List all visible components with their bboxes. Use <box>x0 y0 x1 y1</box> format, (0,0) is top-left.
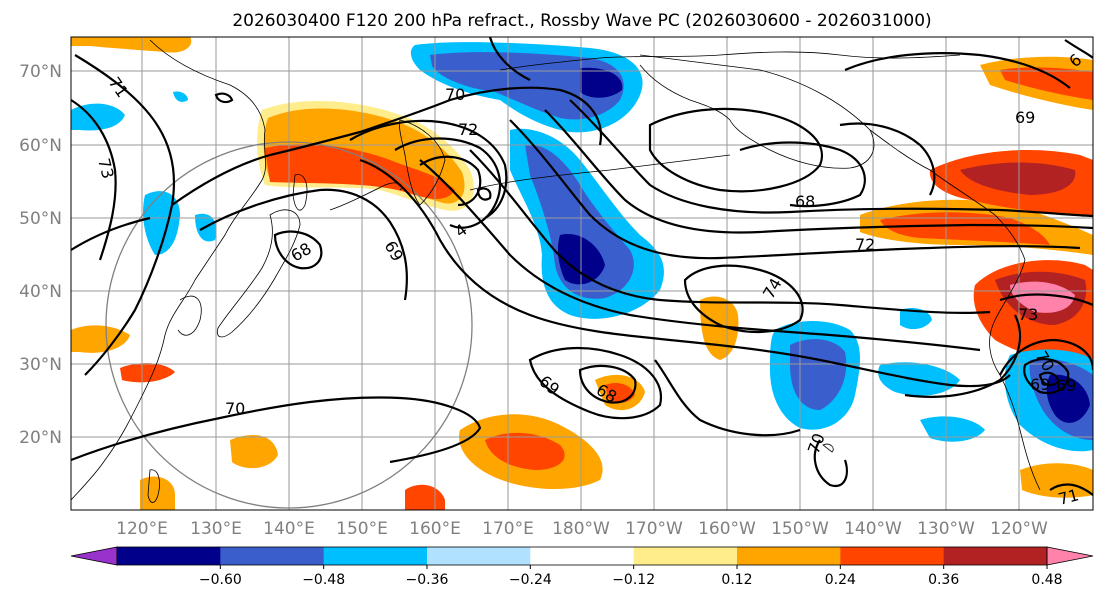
colorbar-segment <box>737 547 841 565</box>
contour-label: 71 <box>1056 485 1081 509</box>
lat-label: 50°N <box>19 209 62 229</box>
lat-label: 20°N <box>19 428 62 448</box>
lat-label: 40°N <box>19 282 62 302</box>
lon-label: 140°W <box>844 519 902 539</box>
colorbar-segment <box>633 547 738 565</box>
contour-label: 70 <box>445 85 465 104</box>
colorbar-extend-high <box>1046 546 1094 566</box>
colorbar-tick-label: −0.60 <box>199 572 242 588</box>
colorbar-tick-label: −0.36 <box>406 572 449 588</box>
colorbar-segment <box>323 547 428 565</box>
lon-label: 170°W <box>625 519 683 539</box>
lon-label: 120°W <box>990 519 1048 539</box>
colorbar-tick-label: −0.24 <box>509 572 552 588</box>
colorbar-tick-label: 0.48 <box>1031 572 1062 588</box>
colorbar-tick-label: 0.12 <box>721 572 752 588</box>
positive-anomaly-fill <box>71 37 1093 510</box>
lon-label: 150°E <box>336 519 388 539</box>
colorbar-segment <box>220 547 325 565</box>
colorbar-tick-label: −0.12 <box>612 572 655 588</box>
lon-label: 140°E <box>263 519 315 539</box>
colorbar-tick-label: −0.48 <box>302 572 345 588</box>
refractivity-contours <box>71 37 1093 496</box>
negative-anomaly-fill <box>71 42 1093 452</box>
contour-label: 73 <box>94 156 118 181</box>
contour-label: 72 <box>458 120 478 139</box>
lon-label: 130°W <box>917 519 975 539</box>
lon-label: 160°W <box>698 519 756 539</box>
contour-label: 69 <box>1056 376 1076 395</box>
colorbar-border <box>116 546 1048 566</box>
colorbar-tick-label: 0.24 <box>825 572 856 588</box>
colorbar-segment <box>427 547 531 565</box>
lat-label: 30°N <box>19 355 62 375</box>
lon-label: 180°W <box>552 519 610 539</box>
lon-label: 160°E <box>409 519 461 539</box>
lon-label: 130°E <box>190 519 242 539</box>
contour-label: 73 <box>1018 305 1038 324</box>
colorbar-segment <box>117 547 221 565</box>
contour-label: 69 <box>1015 108 1035 127</box>
map-frame <box>70 36 1094 511</box>
map-title: 2026030400 F120 200 hPa refract., Rossby… <box>232 11 931 31</box>
lon-label: 120°E <box>116 519 168 539</box>
lat-label: 60°N <box>19 136 62 156</box>
contour-label: 69 <box>1030 375 1050 394</box>
latitude-labels: 70°N 60°N 50°N 40°N 30°N 20°N <box>19 62 62 448</box>
colorbar-segment <box>530 547 635 565</box>
contour-label: 70 <box>225 399 245 418</box>
longitude-labels: 120°E 130°E 140°E 150°E 160°E 170°E 180°… <box>116 519 1048 539</box>
colorbar-segment <box>943 547 1048 565</box>
coastlines <box>71 39 1041 503</box>
colorbar-segment <box>840 547 945 565</box>
contour-label: 68 <box>795 192 815 211</box>
colorbar-extend-low <box>70 546 118 566</box>
lon-label: 170°E <box>482 519 534 539</box>
range-circle <box>105 141 473 509</box>
colorbar-tick-label: 0.36 <box>928 572 959 588</box>
lon-label: 150°W <box>771 519 829 539</box>
colorbar: −0.60 −0.48 −0.36 −0.24 −0.12 0.12 0.24 0.36 0.4… <box>70 546 1094 588</box>
lat-label: 70°N <box>19 62 62 82</box>
contour-label: 72 <box>855 235 875 254</box>
